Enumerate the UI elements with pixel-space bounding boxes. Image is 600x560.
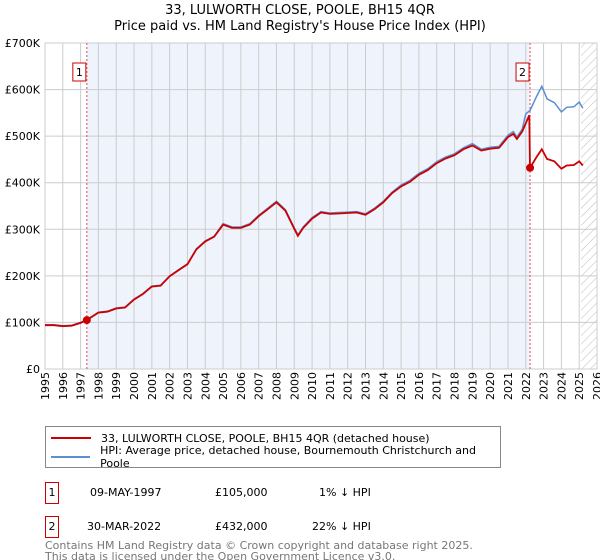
transaction-marker: 1 bbox=[45, 482, 59, 504]
x-tick-label: 2019 bbox=[466, 372, 479, 400]
transaction-price: £432,000 bbox=[215, 520, 268, 533]
chart-title: 33, LULWORTH CLOSE, POOLE, BH15 4QR bbox=[165, 3, 435, 18]
x-tick-label: 2007 bbox=[253, 372, 266, 400]
sale-point bbox=[82, 316, 91, 325]
x-tick-label: 2014 bbox=[377, 372, 390, 400]
sale-point bbox=[526, 163, 535, 172]
x-tick-label: 2025 bbox=[573, 372, 586, 400]
x-tick-label: 2012 bbox=[342, 372, 355, 400]
x-tick-label: 2021 bbox=[502, 372, 515, 400]
x-tick-label: 2010 bbox=[306, 372, 319, 400]
x-tick-label: 2002 bbox=[164, 372, 177, 400]
sale-label: 2 bbox=[519, 66, 526, 79]
transaction-date: 09-MAY-1997 bbox=[90, 486, 162, 499]
legend-label-hpi: HPI: Average price, detached house, Bour… bbox=[100, 444, 477, 470]
legend-item-hpi: HPI: Average price, detached house, Bour… bbox=[51, 444, 500, 470]
legend-swatch-blue bbox=[51, 456, 91, 458]
sale-label: 1 bbox=[76, 66, 83, 79]
x-tick-label: 2013 bbox=[360, 372, 373, 400]
plot-border bbox=[44, 42, 598, 370]
transaction-date: 30-MAR-2022 bbox=[87, 520, 162, 533]
sale-label-box bbox=[72, 62, 87, 82]
x-tick-label: 1996 bbox=[57, 372, 70, 400]
transaction-hpi: 1% ↓ HPI bbox=[319, 486, 371, 499]
sale-label-box bbox=[515, 62, 530, 82]
y-tick-label: £300K bbox=[5, 223, 41, 236]
x-tick-label: 2024 bbox=[555, 372, 568, 400]
x-tick-label: 2004 bbox=[199, 372, 212, 400]
chart-subtitle: Price paid vs. HM Land Registry's House … bbox=[114, 19, 486, 34]
x-tick-label: 1997 bbox=[75, 372, 88, 400]
footer-copyright: Contains HM Land Registry data © Crown c… bbox=[45, 539, 473, 552]
y-tick-label: £700K bbox=[5, 37, 41, 50]
transaction-hpi: 22% ↓ HPI bbox=[312, 520, 371, 533]
x-tick-label: 2018 bbox=[449, 372, 462, 400]
ownership-shading bbox=[86, 43, 531, 369]
x-tick-label: 1995 bbox=[39, 372, 52, 400]
x-tick-label: 2017 bbox=[431, 372, 444, 400]
y-tick-label: £600K bbox=[5, 84, 41, 97]
x-tick-label: 2011 bbox=[324, 372, 337, 400]
price-chart: 1995 1996 1997 1998 1999 2000 2001 2002 2003 2004… bbox=[5, 37, 600, 400]
x-tick-label: 2005 bbox=[217, 372, 230, 400]
x-tick-label: 1998 bbox=[92, 372, 105, 400]
x-tick-label: 2020 bbox=[484, 372, 497, 400]
footer-licence: This data is licensed under the Open Gov… bbox=[45, 550, 396, 560]
y-tick-label: £200K bbox=[5, 270, 41, 283]
x-tick-label: 2022 bbox=[520, 372, 533, 400]
property-price-line bbox=[45, 114, 584, 328]
transaction-marker: 2 bbox=[45, 516, 59, 538]
x-tick-label: 2006 bbox=[235, 372, 248, 400]
y-tick-label: £500K bbox=[5, 130, 41, 143]
x-tick-label: 2015 bbox=[395, 372, 408, 400]
transaction-price: £105,000 bbox=[215, 486, 268, 499]
x-tick-label: 2001 bbox=[146, 372, 159, 400]
x-tick-label: 2023 bbox=[538, 372, 551, 400]
legend-label-property: 33, LULWORTH CLOSE, POOLE, BH15 4QR (det… bbox=[101, 431, 430, 445]
x-tick-label: 1999 bbox=[110, 372, 123, 400]
x-tick-label: 2008 bbox=[270, 372, 283, 400]
y-tick-label: £100K bbox=[5, 316, 41, 329]
legend: 33, LULWORTH CLOSE, POOLE, BH15 4QR (det… bbox=[45, 426, 501, 470]
y-tick-label: £400K bbox=[5, 177, 41, 190]
y-tick-label: £0 bbox=[26, 363, 40, 376]
x-tick-label: 2009 bbox=[288, 372, 301, 400]
legend-swatch-red bbox=[51, 437, 91, 439]
x-tick-label: 2016 bbox=[413, 372, 426, 400]
legend-item-property: 33, LULWORTH CLOSE, POOLE, BH15 4QR (det… bbox=[51, 430, 430, 446]
x-tick-label: 2026 bbox=[591, 372, 600, 400]
x-tick-label: 2000 bbox=[128, 372, 141, 400]
forecast-hatch bbox=[580, 43, 597, 369]
x-tick-label: 2003 bbox=[181, 372, 194, 400]
